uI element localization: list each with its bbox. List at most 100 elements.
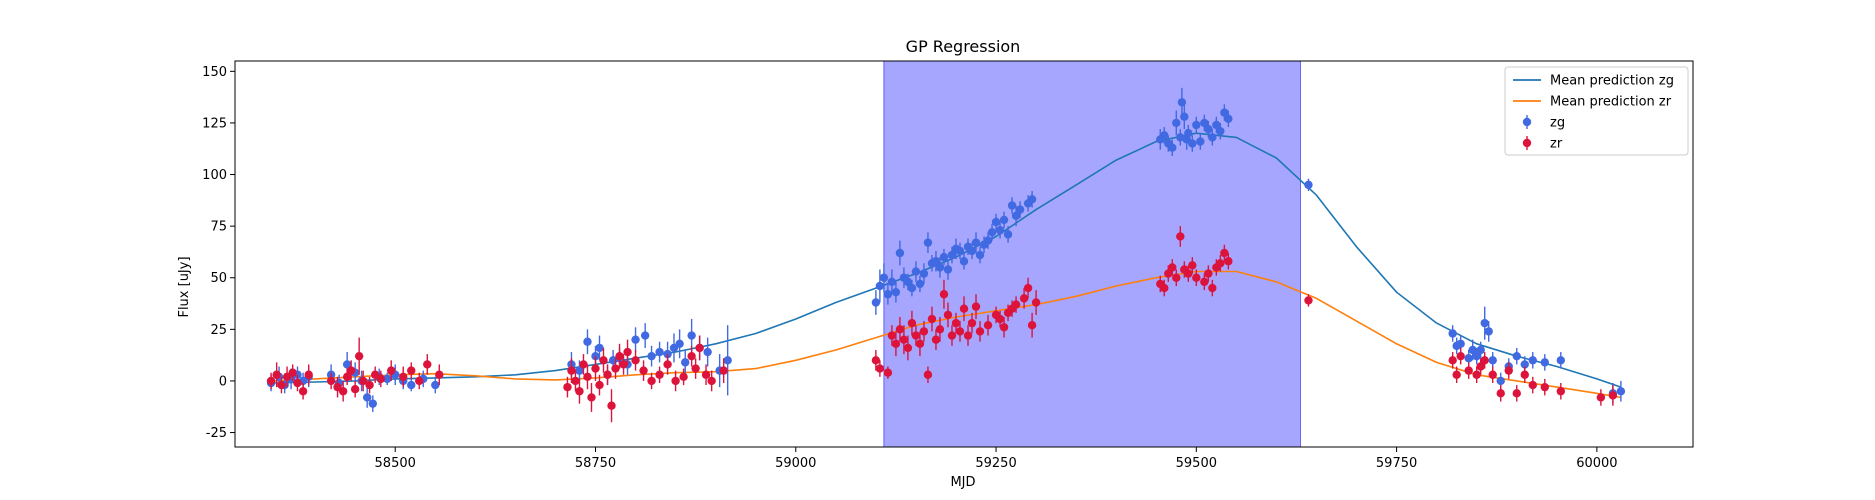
data-point-zr	[1164, 269, 1173, 278]
data-point-zr	[599, 356, 608, 365]
data-point-zr	[399, 372, 408, 382]
data-point-zr	[1192, 273, 1201, 282]
data-point-zr	[1448, 356, 1457, 365]
data-point-zr	[358, 376, 368, 386]
legend-label: zr	[1550, 137, 1563, 152]
x-tick-label: 59250	[975, 456, 1016, 471]
y-axis: -25 0 25 50 75 100 125 150	[202, 65, 235, 441]
data-point-zr	[435, 370, 444, 379]
data-point-zr	[338, 387, 348, 396]
data-point-zr	[583, 372, 592, 382]
data-point-zg	[1172, 118, 1181, 128]
chart-title: GP Regression	[906, 37, 1021, 56]
data-point-zr	[1304, 296, 1313, 305]
data-point-zr	[603, 370, 612, 379]
data-point-zr	[1168, 263, 1177, 272]
data-point-zg	[911, 267, 921, 276]
y-tick-label: 25	[210, 323, 227, 338]
data-point-zr	[655, 370, 664, 379]
data-point-zr	[1027, 321, 1037, 330]
data-point-zr	[1172, 273, 1181, 282]
data-point-zr	[1480, 356, 1489, 365]
data-point-zr	[1512, 389, 1521, 398]
data-point-zr	[567, 366, 576, 375]
data-point-zg	[1200, 118, 1209, 128]
series-zr	[266, 226, 1618, 423]
legend-swatch-marker	[1522, 138, 1532, 148]
data-point-zr	[376, 374, 385, 384]
data-point-zr	[579, 360, 588, 369]
data-point-zr	[591, 364, 600, 373]
plot-content	[266, 87, 1626, 423]
data-point-zr	[350, 385, 360, 394]
y-tick-label: 100	[202, 168, 227, 183]
data-point-zg	[1180, 112, 1189, 121]
y-tick-label: 75	[210, 220, 227, 235]
data-point-zg	[575, 366, 584, 375]
data-point-zg	[959, 257, 969, 266]
data-point-zg	[1011, 211, 1021, 221]
data-point-zr	[1031, 298, 1041, 307]
data-point-zr	[575, 387, 584, 396]
data-point-zr	[923, 370, 933, 379]
data-point-zg	[1196, 137, 1205, 146]
data-point-zg	[383, 374, 392, 384]
data-point-zg	[943, 265, 953, 274]
data-point-zr	[304, 370, 313, 379]
y-tick-label: 125	[202, 116, 227, 131]
data-point-zr	[1520, 370, 1529, 379]
data-point-zg	[1520, 360, 1529, 369]
data-point-zr	[615, 351, 624, 361]
data-point-zg	[1160, 131, 1169, 140]
data-point-zg	[675, 339, 684, 348]
data-point-zg	[631, 335, 640, 344]
data-point-zr	[883, 368, 893, 377]
data-point-zr	[679, 372, 688, 382]
data-point-zr	[415, 376, 424, 386]
data-point-zg	[1220, 108, 1229, 117]
data-point-zr	[1220, 248, 1229, 258]
data-point-zr	[947, 331, 957, 340]
data-point-zr	[975, 327, 985, 336]
legend: Mean prediction zg Mean prediction zr zg zr	[1504, 66, 1689, 156]
data-point-zr	[1456, 351, 1465, 361]
x-axis: 58500 58750 59000 59250 59500 59750 60000	[375, 447, 1618, 471]
data-point-zg	[919, 269, 929, 278]
data-point-zr	[1452, 370, 1461, 379]
data-point-zr	[887, 331, 897, 340]
data-point-zr	[907, 318, 917, 328]
x-axis-label: MJD	[950, 475, 975, 490]
data-point-zg	[915, 279, 925, 289]
data-point-zg	[1015, 205, 1025, 214]
data-point-zr	[1184, 269, 1193, 278]
data-point-zr	[687, 351, 696, 361]
data-point-zg	[871, 298, 881, 307]
data-point-zg	[1456, 339, 1465, 348]
data-point-zr	[571, 376, 580, 386]
data-point-zg	[903, 277, 913, 287]
data-point-zr	[695, 343, 704, 353]
data-point-zr	[895, 325, 905, 334]
y-tick-label: 150	[202, 65, 227, 80]
legend-label: Mean prediction zr	[1550, 95, 1672, 110]
data-point-zg	[999, 215, 1009, 225]
data-point-zg	[1616, 387, 1626, 396]
data-point-zg	[1304, 180, 1313, 190]
data-point-zr	[298, 387, 308, 396]
data-point-zr	[719, 366, 728, 375]
data-point-zr	[663, 360, 672, 369]
data-point-zg	[583, 337, 592, 346]
data-point-zg	[935, 263, 945, 272]
data-point-zr	[346, 366, 356, 375]
data-point-zg	[1448, 329, 1457, 338]
data-point-zr	[943, 310, 953, 320]
data-point-zg	[967, 246, 977, 256]
data-point-zr	[266, 376, 276, 386]
data-point-zr	[1528, 380, 1537, 390]
data-point-zr	[1224, 257, 1233, 266]
data-point-zg	[983, 236, 993, 245]
data-point-zg	[995, 226, 1005, 235]
data-point-zr	[915, 339, 925, 348]
data-point-zr	[671, 376, 680, 386]
data-point-zr	[631, 356, 640, 365]
